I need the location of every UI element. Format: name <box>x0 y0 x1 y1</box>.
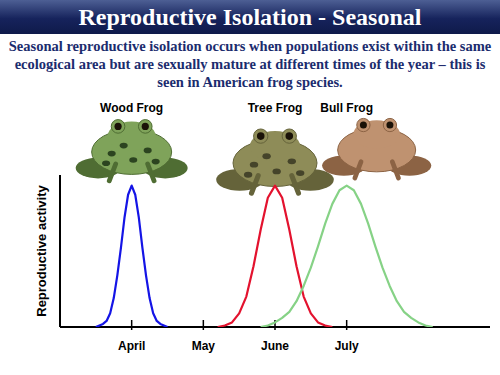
frog-spot <box>296 170 304 176</box>
frog-pupil <box>386 122 393 129</box>
series-line <box>261 186 433 327</box>
frog-arm <box>109 164 154 181</box>
frog-icon <box>76 120 188 181</box>
frog-spot <box>262 153 270 159</box>
frog-spot <box>244 172 252 178</box>
frog-eye <box>138 120 152 134</box>
frog-head <box>353 120 400 148</box>
frog-eye <box>357 118 370 131</box>
frog-spot <box>152 159 160 165</box>
frog-head <box>108 122 156 151</box>
x-tick-label: April <box>118 339 145 353</box>
frog-icon <box>322 118 431 178</box>
frog-eye <box>383 118 396 131</box>
frog-icon <box>216 129 334 193</box>
frog-pupil <box>257 132 265 140</box>
frog-arm <box>251 176 298 194</box>
subtitle: Seasonal reproductive isolation occurs w… <box>3 37 497 91</box>
series-label: Bull Frog <box>320 101 373 115</box>
frog-arm <box>355 162 399 178</box>
x-tick-label: May <box>192 339 216 353</box>
frog-spot <box>108 151 116 157</box>
frog-spot <box>102 160 110 166</box>
frog-spot <box>288 158 296 164</box>
frog-spot <box>272 168 280 174</box>
frog-eye <box>254 129 268 143</box>
y-axis <box>59 175 61 327</box>
frog-spot <box>120 143 128 149</box>
frog-spot <box>129 157 137 163</box>
series-label: Tree Frog <box>248 101 303 115</box>
frog-spot <box>144 148 152 154</box>
chart: April May June July Reproductive activity Woo… <box>0 0 500 375</box>
plot-area <box>96 186 433 327</box>
frog-pupil <box>114 123 121 130</box>
series-line <box>96 186 168 327</box>
frog-pupil <box>286 132 294 140</box>
series-label: Wood Frog <box>100 101 163 115</box>
frog-pupil <box>142 123 149 130</box>
x-tick <box>131 320 133 330</box>
frog-head <box>250 131 300 161</box>
frog-spot <box>250 162 258 168</box>
frog-eye <box>282 129 296 143</box>
x-tick-label: June <box>261 339 289 353</box>
x-tick-label: July <box>335 339 359 353</box>
frog-eye <box>111 120 125 134</box>
x-tick <box>203 320 205 330</box>
frog-pupil <box>360 122 367 129</box>
y-axis-label: Reproductive activity <box>34 184 49 316</box>
x-tick <box>346 320 348 330</box>
title-bar: Reproductive Isolation - Seasonal <box>0 0 500 34</box>
